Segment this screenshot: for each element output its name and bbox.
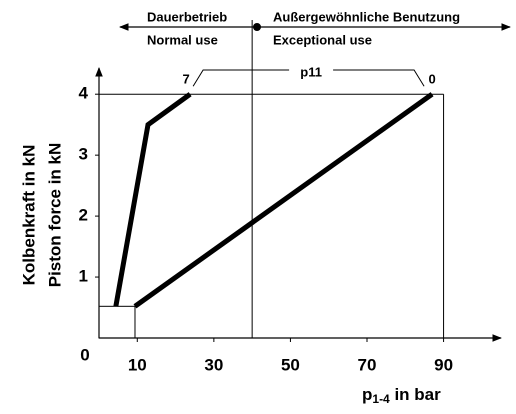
data-line xyxy=(113,92,192,307)
start-box xyxy=(98,305,136,339)
x-axis-label-rest: in bar xyxy=(390,385,441,404)
annotation-bracket xyxy=(192,69,290,87)
region-label: Exceptional use xyxy=(273,32,372,47)
x-tick-label: 10 xyxy=(128,355,147,374)
y-axis-label: Piston force in kN xyxy=(45,143,64,288)
annotation-label: 0 xyxy=(428,72,435,87)
annotation-label: p11 xyxy=(300,64,322,79)
data-line xyxy=(133,92,434,309)
region-label: Dauerbetrieb xyxy=(147,9,227,24)
y-tick-label: 4 xyxy=(79,84,89,103)
x-axis-label-sub: 1-4 xyxy=(372,392,390,406)
y-axis-label: Kolbenkraft in kN xyxy=(19,145,38,286)
x-tick-label: 90 xyxy=(434,355,453,374)
y-tick-label: 1 xyxy=(79,267,88,286)
region-label: Normal use xyxy=(147,32,218,47)
region-label: Außergewöhnliche Benutzung xyxy=(273,9,460,24)
x-tick-label: 70 xyxy=(358,355,377,374)
region-divider xyxy=(253,23,261,31)
origin-label: 0 xyxy=(80,345,89,364)
y-tick-label: 3 xyxy=(79,145,88,164)
annotation-label: 7 xyxy=(183,72,190,87)
x-tick-label: 30 xyxy=(204,355,223,374)
x-axis-label-main: p xyxy=(362,385,372,404)
x-axis-label: p1-4 in bar xyxy=(362,385,441,406)
y-tick-label: 2 xyxy=(79,206,88,225)
annotation-bracket xyxy=(333,69,425,87)
x-tick-label: 50 xyxy=(281,355,300,374)
